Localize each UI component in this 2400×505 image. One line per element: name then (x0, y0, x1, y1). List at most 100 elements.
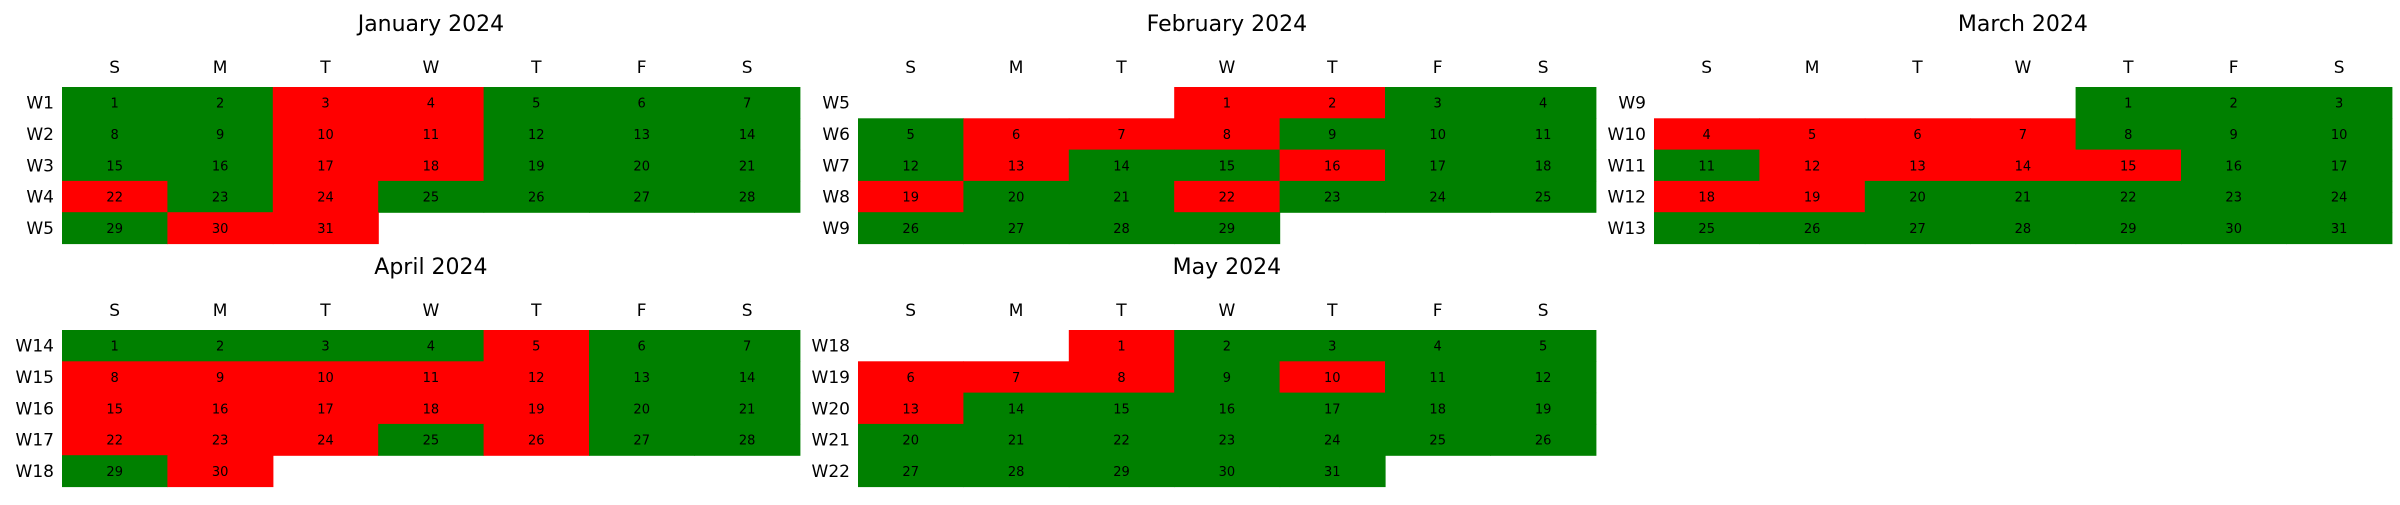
day-cell (272, 423, 379, 456)
day-cell (1864, 149, 1971, 182)
day-number: 5 (1539, 340, 1547, 355)
day-number: 18 (423, 159, 440, 174)
week-label: W20 (812, 399, 850, 419)
day-number: 15 (2120, 159, 2137, 174)
day-number: 25 (1698, 222, 1715, 237)
day-cell (1970, 118, 2077, 151)
day-number: 19 (528, 402, 545, 417)
day-number: 4 (1434, 340, 1442, 355)
day-cell (272, 118, 379, 151)
day-number: 12 (528, 128, 545, 143)
day-cell (483, 361, 590, 394)
weekday-label: S (742, 58, 753, 78)
day-cell (272, 361, 379, 394)
day-number: 7 (2019, 128, 2027, 143)
weekday-label: T (530, 301, 542, 321)
day-number: 1 (2124, 97, 2132, 112)
weekday-label: F (1433, 301, 1443, 321)
day-cell (1759, 118, 1866, 151)
day-number: 9 (2230, 128, 2238, 143)
day-cell (378, 423, 485, 456)
day-cell (963, 455, 1070, 488)
weekday-label: T (319, 301, 331, 321)
day-number: 20 (633, 402, 650, 417)
month-title: April 2024 (374, 255, 487, 280)
day-number: 11 (1429, 371, 1446, 386)
day-number: 4 (427, 97, 435, 112)
week-label: W10 (1608, 125, 1646, 145)
day-cell (1068, 212, 1175, 245)
day-number: 23 (2225, 191, 2242, 206)
weekday-label: M (1805, 58, 1820, 78)
day-cell (167, 87, 274, 119)
day-number: 2 (1328, 97, 1336, 112)
day-cell (62, 423, 168, 456)
day-number: 3 (1434, 97, 1442, 112)
day-cell (858, 149, 964, 182)
day-number: 26 (902, 222, 919, 237)
day-number: 7 (1117, 128, 1125, 143)
day-cell (1654, 212, 1760, 245)
day-cell (1279, 392, 1386, 425)
day-cell (2075, 118, 2182, 151)
day-number: 7 (743, 97, 751, 112)
week-label: W5 (26, 219, 54, 239)
day-number: 22 (1113, 434, 1130, 449)
day-number: 6 (638, 97, 646, 112)
day-cell (272, 330, 379, 362)
day-cell (1279, 118, 1386, 151)
day-number: 29 (106, 222, 123, 237)
day-number: 16 (1219, 402, 1236, 417)
day-cell (483, 392, 590, 425)
weekday-label: T (2122, 58, 2134, 78)
day-number: 24 (1324, 434, 1341, 449)
day-number: 21 (2015, 191, 2032, 206)
day-number: 8 (2124, 128, 2132, 143)
month-title: January 2024 (356, 12, 504, 37)
day-number: 15 (106, 159, 123, 174)
day-cell (1279, 330, 1386, 362)
week-label: W9 (822, 219, 850, 239)
day-number: 29 (2120, 222, 2137, 237)
day-cell (1279, 180, 1386, 213)
day-cell (589, 118, 695, 151)
day-cell (694, 330, 801, 362)
day-number: 6 (907, 371, 915, 386)
weekday-label: T (530, 58, 542, 78)
day-number: 5 (1808, 128, 1816, 143)
day-cell (1654, 180, 1760, 213)
day-number: 28 (1113, 222, 1130, 237)
day-number: 10 (317, 371, 334, 386)
day-cell (167, 212, 274, 245)
day-cell (1385, 149, 1491, 182)
day-number: 22 (106, 191, 123, 206)
day-number: 22 (2120, 191, 2137, 206)
day-number: 23 (212, 434, 229, 449)
day-number: 17 (2331, 159, 2348, 174)
day-cell (2075, 212, 2182, 245)
day-number: 5 (532, 340, 540, 355)
day-cell (1385, 180, 1491, 213)
weekday-label: T (1911, 58, 1923, 78)
day-cell (62, 118, 168, 151)
weekday-label: F (1433, 58, 1443, 78)
day-number: 4 (427, 340, 435, 355)
day-number: 3 (1328, 340, 1336, 355)
day-number: 20 (1909, 191, 1926, 206)
day-cell (694, 180, 801, 213)
day-cell (2286, 118, 2393, 151)
day-number: 12 (902, 159, 919, 174)
day-cell (2286, 180, 2393, 213)
day-number: 21 (739, 159, 756, 174)
day-number: 18 (1698, 191, 1715, 206)
day-cell (167, 455, 274, 488)
day-number: 10 (2331, 128, 2348, 143)
day-cell (1490, 423, 1597, 456)
weekday-label: W (1218, 58, 1235, 78)
day-cell (2181, 149, 2287, 182)
weekday-label: S (1538, 58, 1549, 78)
day-cell (1068, 361, 1175, 394)
day-cell (167, 180, 274, 213)
day-number: 3 (321, 97, 329, 112)
day-cell (1279, 149, 1386, 182)
